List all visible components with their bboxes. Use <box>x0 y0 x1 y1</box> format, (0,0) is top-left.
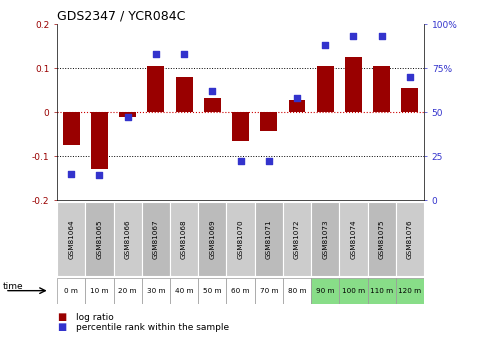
Bar <box>368 278 396 304</box>
Bar <box>396 278 424 304</box>
Bar <box>170 202 198 276</box>
Text: 10 m: 10 m <box>90 288 109 294</box>
Bar <box>317 66 334 112</box>
Text: GSM81069: GSM81069 <box>209 219 215 259</box>
Point <box>95 173 103 178</box>
Point <box>67 171 75 177</box>
Bar <box>254 202 283 276</box>
Bar <box>62 112 80 145</box>
Text: 0 m: 0 m <box>64 288 78 294</box>
Bar <box>142 202 170 276</box>
Bar <box>114 278 142 304</box>
Bar <box>170 278 198 304</box>
Point <box>208 88 216 94</box>
Bar <box>142 278 170 304</box>
Bar <box>227 278 254 304</box>
Text: 50 m: 50 m <box>203 288 222 294</box>
Bar <box>198 278 227 304</box>
Point <box>293 95 301 101</box>
Bar <box>91 112 108 169</box>
Bar <box>345 57 362 112</box>
Text: 80 m: 80 m <box>288 288 306 294</box>
Text: GSM81075: GSM81075 <box>379 219 385 259</box>
Bar <box>57 278 85 304</box>
Bar <box>373 66 390 112</box>
Text: GSM81074: GSM81074 <box>351 219 357 259</box>
Text: percentile rank within the sample: percentile rank within the sample <box>76 323 229 332</box>
Text: ■: ■ <box>57 322 66 332</box>
Text: GDS2347 / YCR084C: GDS2347 / YCR084C <box>57 10 186 23</box>
Bar <box>57 202 85 276</box>
Bar <box>198 202 227 276</box>
Text: GSM81067: GSM81067 <box>153 219 159 259</box>
Text: 60 m: 60 m <box>231 288 250 294</box>
Text: log ratio: log ratio <box>76 313 114 322</box>
Point <box>237 159 245 164</box>
Point <box>321 42 329 48</box>
Bar <box>396 202 424 276</box>
Bar <box>254 278 283 304</box>
Bar <box>147 66 164 112</box>
Bar <box>283 278 311 304</box>
Text: 90 m: 90 m <box>316 288 334 294</box>
Bar <box>176 77 192 112</box>
Text: GSM81068: GSM81068 <box>181 219 187 259</box>
Bar <box>85 202 114 276</box>
Bar <box>289 100 306 112</box>
Bar <box>401 88 419 112</box>
Text: 40 m: 40 m <box>175 288 193 294</box>
Bar <box>114 202 142 276</box>
Text: GSM81065: GSM81065 <box>96 219 102 259</box>
Text: GSM81066: GSM81066 <box>124 219 130 259</box>
Bar <box>339 202 368 276</box>
Point <box>180 51 188 57</box>
Text: GSM81076: GSM81076 <box>407 219 413 259</box>
Point <box>378 34 386 39</box>
Text: GSM81073: GSM81073 <box>322 219 328 259</box>
Text: 20 m: 20 m <box>119 288 137 294</box>
Bar <box>311 278 339 304</box>
Bar <box>119 112 136 117</box>
Point <box>152 51 160 57</box>
Text: 100 m: 100 m <box>342 288 365 294</box>
Bar <box>260 112 277 131</box>
Text: 70 m: 70 m <box>259 288 278 294</box>
Point <box>406 74 414 80</box>
Text: 30 m: 30 m <box>147 288 165 294</box>
Text: GSM81072: GSM81072 <box>294 219 300 259</box>
Bar <box>339 278 368 304</box>
Text: 110 m: 110 m <box>370 288 393 294</box>
Point <box>350 34 358 39</box>
Text: 120 m: 120 m <box>398 288 422 294</box>
Bar <box>232 112 249 141</box>
Bar <box>311 202 339 276</box>
Bar <box>85 278 114 304</box>
Point <box>124 115 131 120</box>
Text: GSM81070: GSM81070 <box>238 219 244 259</box>
Bar <box>283 202 311 276</box>
Text: GSM81064: GSM81064 <box>68 219 74 259</box>
Bar <box>227 202 254 276</box>
Point <box>265 159 273 164</box>
Bar <box>368 202 396 276</box>
Text: time: time <box>2 282 23 291</box>
Text: GSM81071: GSM81071 <box>266 219 272 259</box>
Text: ■: ■ <box>57 313 66 322</box>
Bar <box>204 98 221 112</box>
